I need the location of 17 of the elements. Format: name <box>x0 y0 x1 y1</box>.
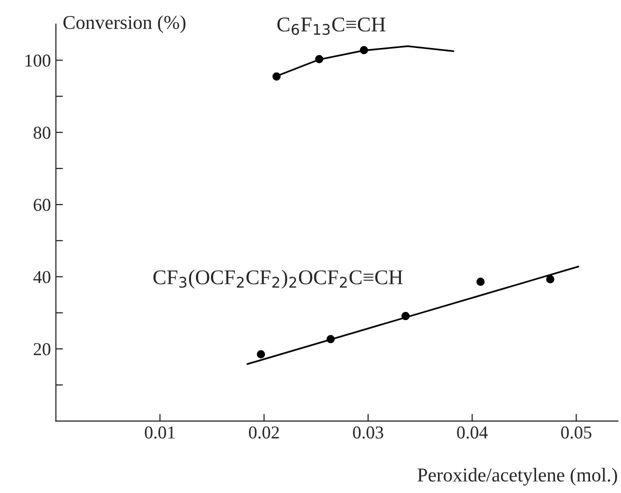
series-label: C$_{6}$F$_{13}$C≡CH <box>277 18 386 35</box>
x-tick-label: 0.03 <box>353 426 384 439</box>
x-axis-title: Peroxide/acetylene (mol.) <box>418 468 618 486</box>
x-tick-label: 0.05 <box>561 426 592 439</box>
y-tick-label: 20 <box>34 343 50 356</box>
y-tick-label: 40 <box>33 270 50 284</box>
x-tick-label: 0.04 <box>457 426 488 439</box>
point <box>476 278 485 286</box>
point <box>546 275 554 284</box>
text: CF$_{3}$(OCF$_{2}$CF$_{2}$)$_{2}$OCF$_{2}$C≡CH <box>153 270 403 289</box>
x-tick-label: 0.02 <box>248 426 279 439</box>
x-tick-label: 0.01 <box>144 426 175 439</box>
y-tick-label: 80 <box>34 126 50 139</box>
y-tick-label: 60 <box>34 198 50 211</box>
point <box>256 350 266 358</box>
y-tick-label: 100 <box>26 54 50 67</box>
y-axis-title: Conversion (%) <box>63 15 186 33</box>
